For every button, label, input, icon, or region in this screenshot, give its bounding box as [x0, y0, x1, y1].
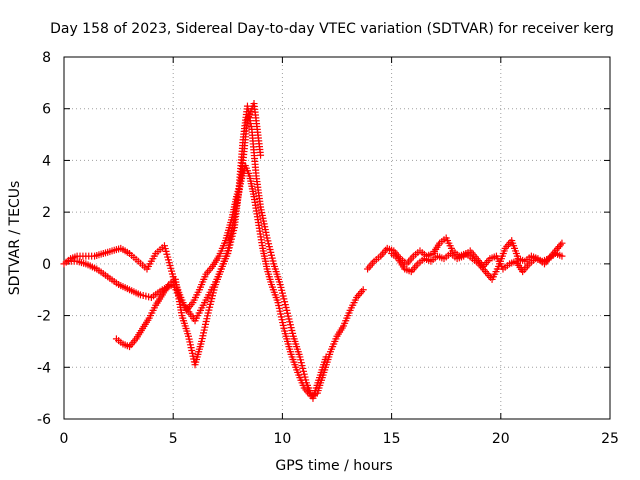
- x-tick-label: 10: [273, 431, 291, 447]
- series-track-a: [60, 162, 367, 400]
- y-tick-label: 6: [42, 102, 51, 118]
- x-tick-label: 20: [492, 431, 510, 447]
- x-tick-label: 25: [601, 431, 619, 447]
- y-tick-label: 8: [42, 50, 51, 66]
- data-point: [359, 286, 367, 294]
- x-axis-label: GPS time / hours: [275, 458, 392, 474]
- data-point: [556, 241, 564, 249]
- series-track-e: [388, 247, 566, 276]
- x-tick-label: 0: [60, 431, 69, 447]
- x-tick-label: 5: [169, 431, 178, 447]
- y-tick-label: -2: [37, 309, 51, 325]
- y-tick-label: -4: [37, 360, 51, 376]
- y-tick-label: 4: [42, 153, 51, 169]
- grid-lines: [64, 57, 610, 419]
- y-tick-label: 0: [42, 257, 51, 273]
- y-tick-label: 2: [42, 205, 51, 221]
- data-points: [60, 100, 566, 402]
- x-tick-label: 15: [383, 431, 401, 447]
- axis-ticks: 0 5 10 15 20 25 -6 -4 -2 0 2 4 6 8: [37, 50, 619, 447]
- y-tick-label: -6: [37, 412, 51, 428]
- data-point: [558, 239, 566, 247]
- data-point: [322, 353, 330, 361]
- plot-area-frame: [63, 56, 611, 420]
- series-track-c: [112, 100, 265, 369]
- data-point: [558, 252, 566, 260]
- data-point: [257, 151, 265, 159]
- y-axis-label: SDTVAR / TECUs: [7, 181, 23, 296]
- chart-title: Day 158 of 2023, Sidereal Day-to-day VTE…: [50, 21, 614, 37]
